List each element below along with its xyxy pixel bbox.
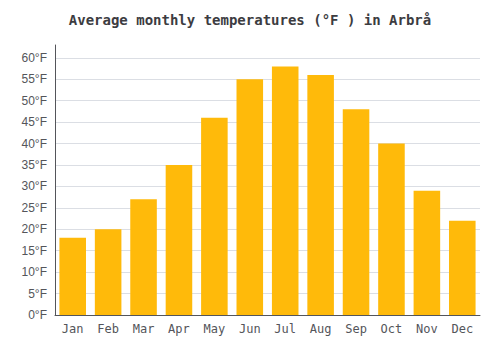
svg-text:Jun: Jun [239, 322, 261, 336]
svg-text:0°F: 0°F [28, 308, 47, 322]
svg-text:Jan: Jan [62, 322, 84, 336]
svg-text:40°F: 40°F [22, 137, 47, 151]
svg-text:Jul: Jul [274, 322, 296, 336]
svg-text:25°F: 25°F [22, 201, 47, 215]
svg-text:50°F: 50°F [22, 94, 47, 108]
svg-text:Nov: Nov [416, 322, 438, 336]
svg-text:Sep: Sep [345, 322, 367, 336]
svg-text:5°F: 5°F [28, 287, 47, 301]
svg-text:Feb: Feb [97, 322, 119, 336]
svg-text:60°F: 60°F [22, 51, 47, 65]
svg-text:45°F: 45°F [22, 115, 47, 129]
svg-text:May: May [204, 322, 226, 336]
svg-text:30°F: 30°F [22, 179, 47, 193]
svg-text:Average monthly temperatures (: Average monthly temperatures (°F ) in Ar… [69, 12, 431, 28]
svg-text:55°F: 55°F [22, 72, 47, 86]
svg-text:Dec: Dec [451, 322, 473, 336]
svg-text:35°F: 35°F [22, 158, 47, 172]
svg-text:Apr: Apr [168, 322, 190, 336]
svg-text:20°F: 20°F [22, 222, 47, 236]
svg-text:15°F: 15°F [22, 244, 47, 258]
svg-text:10°F: 10°F [22, 265, 47, 279]
svg-text:Aug: Aug [310, 322, 332, 336]
svg-text:Oct: Oct [381, 322, 403, 336]
svg-text:Mar: Mar [133, 322, 155, 336]
